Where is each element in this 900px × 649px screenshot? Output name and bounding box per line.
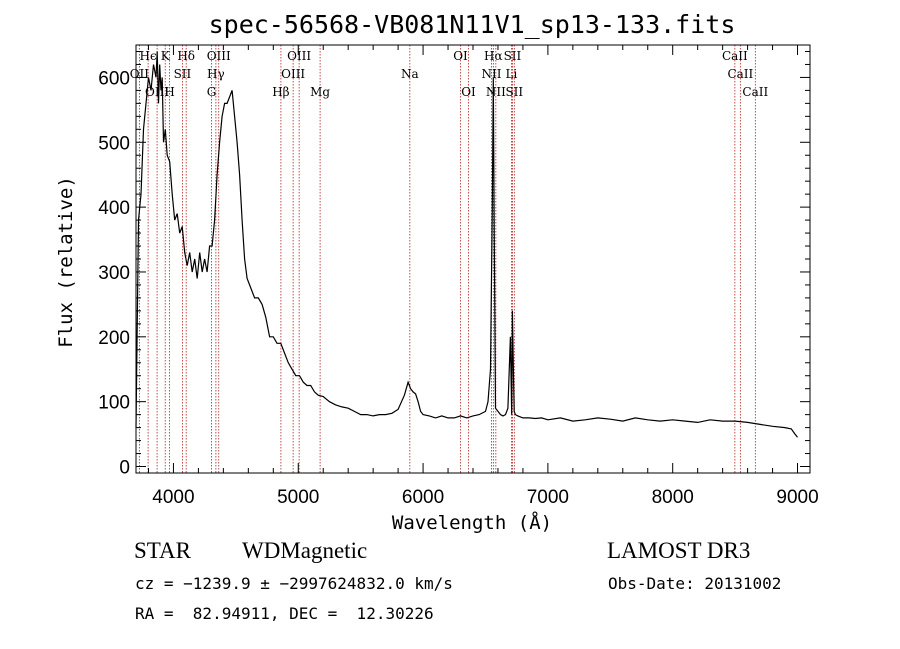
obs-date: Obs-Date: 20131002 bbox=[608, 574, 782, 593]
y-axis: 0 100 200 300 400 500 600 bbox=[98, 50, 810, 479]
line-label: Hα bbox=[484, 49, 503, 63]
chart-title: spec-56568-VB081N11V1_sp13-133.fits bbox=[209, 10, 736, 39]
line-label: CaII bbox=[727, 67, 753, 81]
plot-frame bbox=[135, 44, 811, 474]
line-label: OII bbox=[130, 67, 150, 81]
line-label: Hβ bbox=[272, 85, 289, 99]
line-label: OIII bbox=[281, 67, 305, 81]
y-tick-label: 600 bbox=[98, 68, 130, 89]
y-axis-label: Flux (relative) bbox=[55, 176, 77, 348]
line-label: Na bbox=[401, 67, 419, 81]
spectrum-line bbox=[135, 51, 798, 438]
line-label: SII bbox=[174, 67, 192, 81]
line-label: H bbox=[164, 85, 174, 99]
line-label: NII bbox=[486, 85, 506, 99]
x-tick-label: 6000 bbox=[402, 487, 444, 508]
line-label: Mg bbox=[310, 85, 330, 99]
line-label: CaII bbox=[722, 49, 748, 63]
line-markers bbox=[138, 45, 756, 473]
x-axis-label: Wavelength (Å) bbox=[392, 511, 552, 534]
line-label: NII bbox=[481, 67, 501, 81]
line-label: G bbox=[207, 85, 217, 99]
x-axis: 4000 5000 6000 7000 8000 9000 bbox=[147, 45, 819, 508]
line-label: SII bbox=[505, 85, 523, 99]
line-label: OIII bbox=[287, 49, 311, 63]
line-labels: Hϵ OII OIII K H Hδ SII OIII Hγ G Hβ OIII OIII Mg Na OI O… bbox=[130, 49, 769, 99]
line-label: K bbox=[161, 49, 171, 63]
y-tick-label: 300 bbox=[98, 263, 130, 284]
y-tick-label: 100 bbox=[98, 393, 130, 414]
line-label: Hγ bbox=[207, 67, 225, 81]
line-label: CaII bbox=[742, 85, 768, 99]
line-label: OI bbox=[453, 49, 468, 63]
x-tick-label: 7000 bbox=[527, 487, 569, 508]
line-label: OI bbox=[461, 85, 476, 99]
x-tick-label: 8000 bbox=[652, 487, 694, 508]
y-tick-label: 400 bbox=[98, 198, 130, 219]
x-tick-label: 9000 bbox=[776, 487, 818, 508]
y-tick-label: 500 bbox=[98, 133, 130, 154]
survey-label: LAMOST DR3 bbox=[607, 538, 751, 563]
y-tick-label: 0 bbox=[119, 458, 130, 479]
x-tick-label: 4000 bbox=[152, 487, 194, 508]
star-subclass: WDMagnetic bbox=[242, 538, 368, 563]
star-class: STAR bbox=[134, 538, 191, 563]
y-tick-label: 200 bbox=[98, 328, 130, 349]
spectrum-chart: spec-56568-VB081N11V1_sp13-133.fits 4000… bbox=[55, 10, 819, 534]
x-tick-label: 5000 bbox=[277, 487, 319, 508]
line-label: Li bbox=[506, 67, 518, 81]
line-label: OIII bbox=[207, 49, 231, 63]
ra-dec-readout: RA = 82.94911, DEC = 12.30226 bbox=[135, 604, 434, 623]
line-label: Hϵ bbox=[140, 49, 157, 63]
line-label: OIII bbox=[145, 85, 169, 99]
line-label: SII bbox=[504, 49, 522, 63]
line-label: Hδ bbox=[177, 49, 195, 63]
redshift-readout: cz = −1239.9 ± −2997624832.0 km/s bbox=[135, 574, 453, 593]
